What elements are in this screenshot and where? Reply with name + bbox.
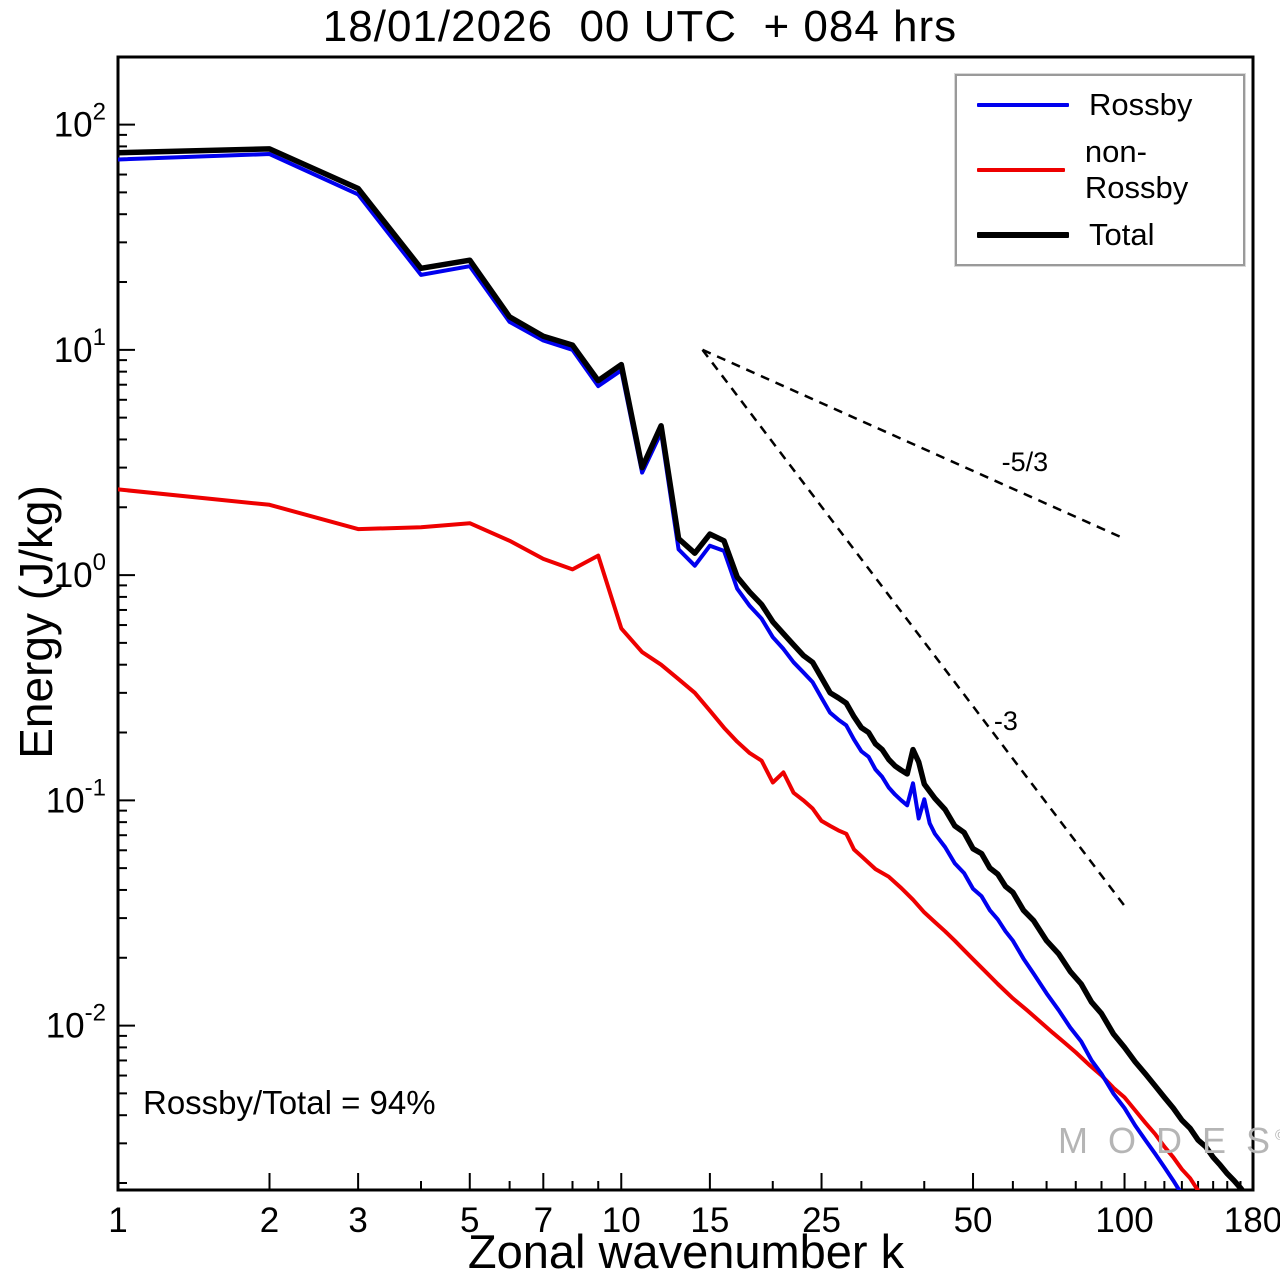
ref-line-label: -5/3 xyxy=(1002,447,1049,477)
copyright-mark: © xyxy=(1275,1127,1280,1144)
series-non-rossby xyxy=(118,487,1201,1190)
rossby-ratio-annotation: Rossby/Total = 94% xyxy=(143,1084,436,1121)
x-tick-label: 3 xyxy=(348,1201,367,1240)
y-tick-label: 10-1 xyxy=(46,774,106,820)
x-tick-label: 50 xyxy=(954,1201,993,1240)
legend-line-sample xyxy=(977,103,1069,107)
y-tick-label: 102 xyxy=(54,99,106,145)
x-tick-label: 180 xyxy=(1224,1201,1280,1240)
series-total xyxy=(118,146,1246,1190)
y-tick-label: 101 xyxy=(54,324,106,370)
ref-line--5/3 xyxy=(701,348,1126,540)
ref-line--3 xyxy=(701,349,1126,907)
x-tick-label: 5 xyxy=(460,1201,479,1240)
y-tick-label: 10-2 xyxy=(46,1000,106,1046)
legend-item-non-rossby: non-Rossby xyxy=(977,134,1243,206)
y-axis-label: Energy (J/kg) xyxy=(10,485,62,759)
x-tick-label: 25 xyxy=(802,1201,841,1240)
plot-frame xyxy=(116,55,1255,1192)
legend: Rossby non-Rossby Total xyxy=(954,73,1246,267)
x-axis-label: Zonal wavenumber k xyxy=(467,1225,905,1278)
series-rossby xyxy=(118,152,1182,1190)
x-tick-label: 7 xyxy=(534,1201,553,1240)
x-tick-label: 2 xyxy=(260,1201,279,1240)
x-tick-label: 100 xyxy=(1095,1201,1153,1240)
legend-label: Rossby xyxy=(1089,87,1193,122)
chart-title: 18/01/2026 00 UTC + 084 hrs xyxy=(322,2,958,51)
legend-label: Total xyxy=(1089,217,1155,252)
modes-watermark: M O D E S© xyxy=(1058,1120,1280,1162)
legend-line-sample xyxy=(977,232,1069,238)
x-tick-label: 10 xyxy=(602,1201,641,1240)
modes-watermark-text: M O D E S xyxy=(1058,1120,1276,1161)
ref-line-label: -3 xyxy=(994,706,1018,736)
legend-line-sample xyxy=(977,168,1065,172)
y-tick-label: 100 xyxy=(54,549,106,595)
x-tick-label: 1 xyxy=(108,1201,127,1240)
legend-item-total: Total xyxy=(977,217,1243,253)
legend-label: non-Rossby xyxy=(1084,134,1189,205)
legend-item-rossby: Rossby xyxy=(977,87,1243,123)
x-tick-label: 15 xyxy=(690,1201,729,1240)
